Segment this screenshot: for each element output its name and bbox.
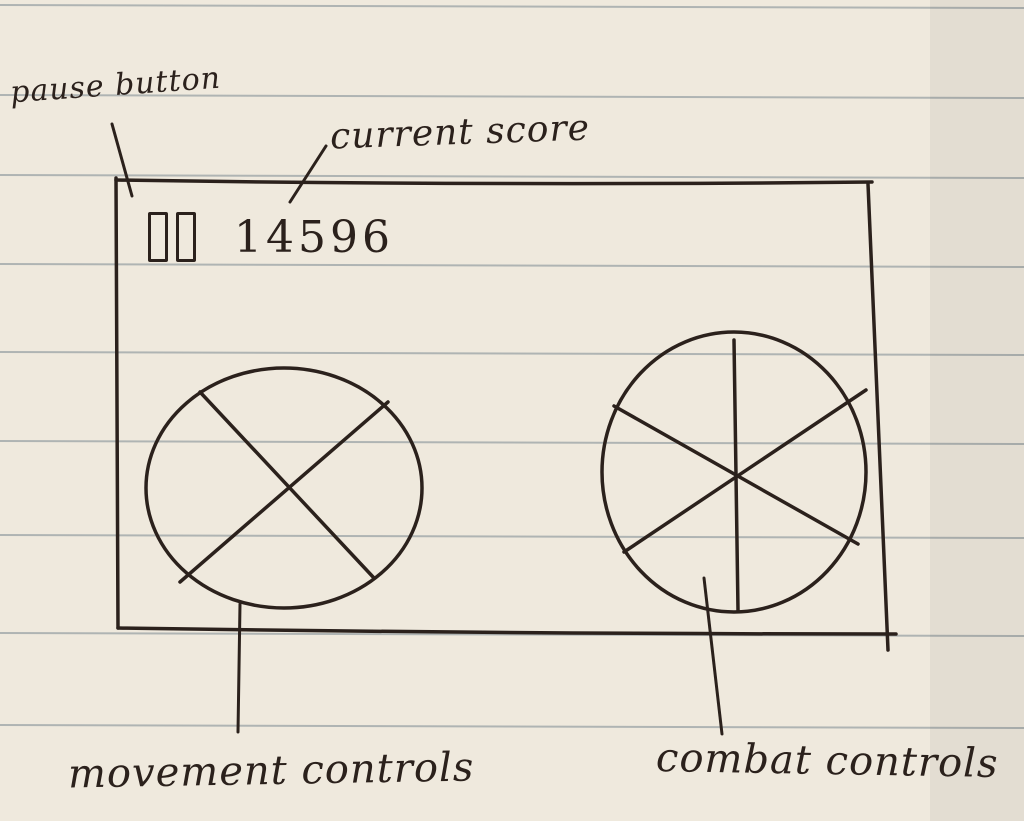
pointer-lines bbox=[110, 122, 724, 736]
movement-controls-annotation: movement controls bbox=[67, 744, 475, 798]
pause-icon[interactable] bbox=[148, 212, 208, 262]
shadow bbox=[930, 0, 1024, 821]
pause-bar-right bbox=[176, 212, 196, 262]
current-score-value: 14596 bbox=[234, 212, 394, 263]
combat-controls-annotation: combat controls bbox=[655, 735, 999, 787]
movement-joystick-icon[interactable] bbox=[144, 366, 424, 610]
pause-bar-left bbox=[148, 212, 168, 262]
screen-frame bbox=[114, 176, 898, 652]
ruled-lines bbox=[0, 4, 1024, 729]
combat-wheel-icon[interactable] bbox=[600, 330, 868, 614]
